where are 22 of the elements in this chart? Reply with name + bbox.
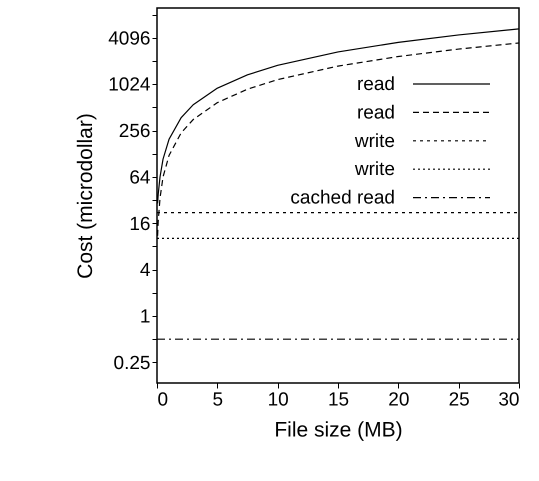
y-tick-label: 64 [129, 167, 151, 188]
legend-label: cached read [290, 188, 395, 209]
y-tick-label: 256 [118, 121, 150, 142]
x-tick-label: 10 [268, 390, 289, 410]
x-tick-label: 15 [328, 390, 350, 410]
y-tick-label: 4096 [108, 28, 150, 50]
x-tick-label: 30 [498, 390, 520, 410]
y-tick-label: 1024 [108, 74, 151, 96]
legend-label: write [354, 130, 395, 152]
x-tick-label: 5 [212, 390, 224, 410]
legend-label: read [356, 102, 395, 124]
y-tick-label: 1 [140, 306, 150, 328]
y-axis-title: Cost (microdollar) [74, 113, 98, 279]
legend-label: read [356, 74, 395, 95]
y-tick-label: 16 [129, 214, 150, 235]
x-tick-label: 20 [388, 390, 410, 410]
x-tick-label: 0 [158, 390, 168, 410]
x-tick-label: 25 [448, 390, 470, 410]
x-axis-title: File size (MB) [274, 418, 403, 442]
y-tick-label: 4 [140, 260, 151, 282]
y-tick-label: 0.25 [114, 352, 150, 374]
legend-label: write [354, 159, 395, 180]
